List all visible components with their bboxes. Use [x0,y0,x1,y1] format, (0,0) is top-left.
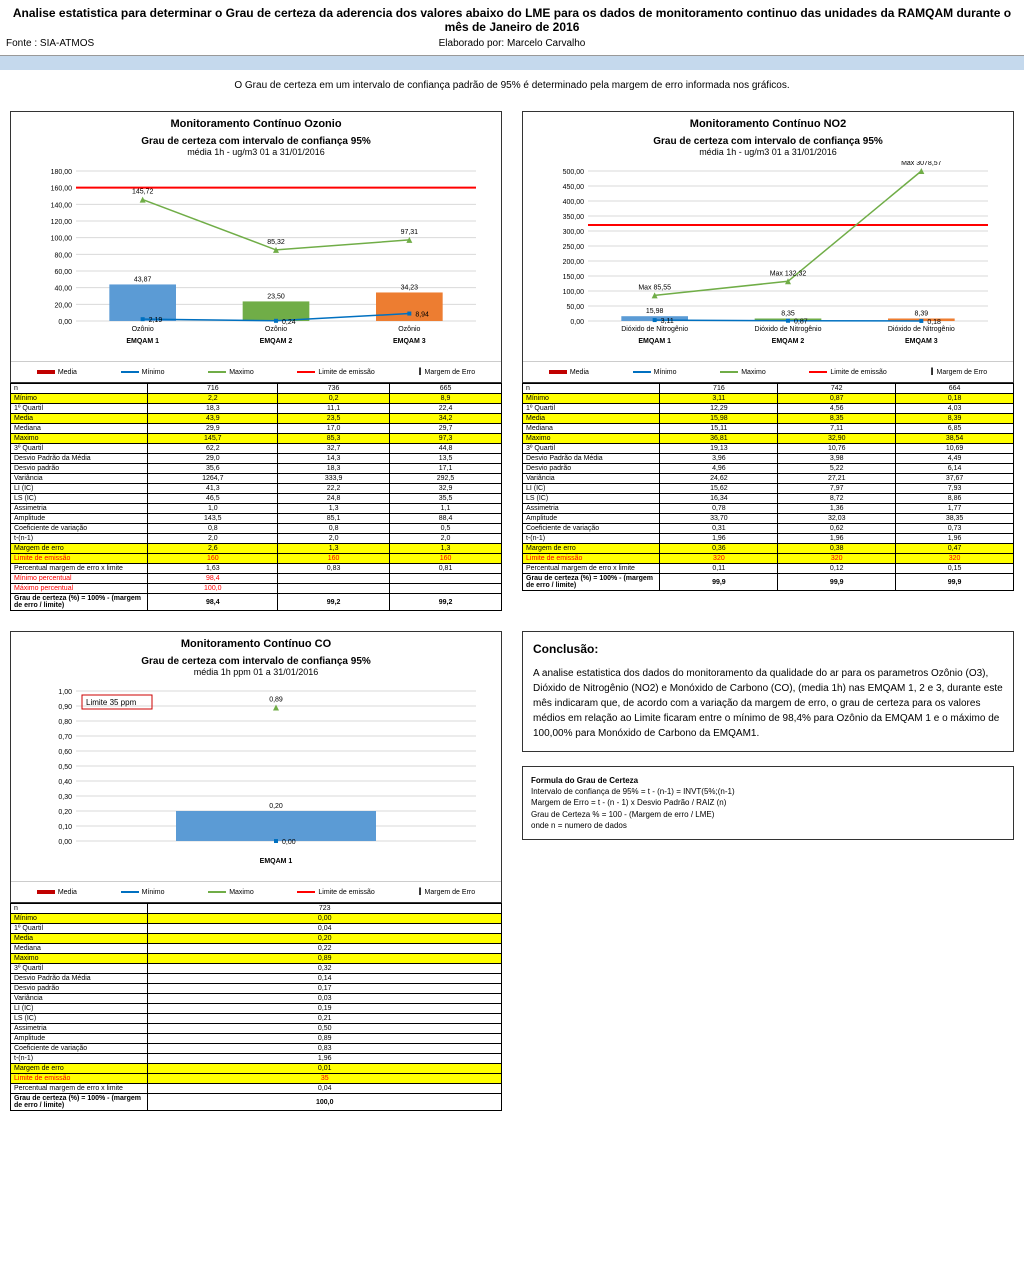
svg-text:0,00: 0,00 [58,839,72,846]
formula-box: Formula do Grau de Certeza Intervalo de … [522,766,1014,840]
conclusion-text: A analise estatistica dos dados do monit… [533,666,1003,741]
svg-text:97,31: 97,31 [401,229,419,236]
chart-title: Monitoramento Contínuo Ozonio [11,112,501,136]
svg-text:0,50: 0,50 [58,764,72,771]
svg-text:120,00: 120,00 [51,219,73,226]
svg-text:400,00: 400,00 [563,199,585,206]
chart-title: Monitoramento Contínuo CO [11,632,501,656]
blue-bar [0,56,1024,70]
svg-text:0,18: 0,18 [927,319,941,326]
chart-legend: Media Mínimo Maximo Limite de emissão I … [11,361,501,382]
panel-co: Monitoramento Contínuo CO Grau de certez… [10,631,502,1111]
svg-text:0,40: 0,40 [58,779,72,786]
chart-subtitle: Grau de certeza com intervalo de confian… [11,656,501,667]
svg-text:Dióxido de Nitrogênio: Dióxido de Nitrogênio [888,326,955,333]
svg-text:Max 3078,57: Max 3078,57 [901,161,942,167]
svg-text:Max 85,55: Max 85,55 [638,284,671,291]
chart-title: Monitoramento Contínuo NO2 [523,112,1013,136]
svg-text:350,00: 350,00 [563,214,585,221]
svg-text:EMQAM 1: EMQAM 1 [126,338,159,345]
stats-table: n716742664Mínimo3,110,870,181º Quartil12… [522,383,1014,591]
svg-text:EMQAM 3: EMQAM 3 [393,338,426,345]
svg-text:80,00: 80,00 [54,252,72,259]
svg-text:0,20: 0,20 [269,803,283,810]
svg-text:0,30: 0,30 [58,794,72,801]
svg-text:8,94: 8,94 [415,312,429,319]
header: Analise estatistica para determinar o Gr… [0,0,1024,56]
chart-legend: Media Mínimo Maximo Limite de emissão I … [523,361,1013,382]
svg-text:450,00: 450,00 [563,184,585,191]
chart-svg: 0,00 0,10 0,20 0,30 0,40 0,50 0,60 0,70 0,80 0,90… [26,681,486,881]
svg-text:100,00: 100,00 [51,236,73,243]
svg-text:250,00: 250,00 [563,244,585,251]
svg-text:Dióxido de Nitrogênio: Dióxido de Nitrogênio [621,326,688,333]
svg-text:200,00: 200,00 [563,259,585,266]
svg-text:Ozônio: Ozônio [265,326,287,333]
page-title: Analise estatistica para determinar o Gr… [6,6,1018,34]
svg-text:0,90: 0,90 [58,704,72,711]
svg-text:180,00: 180,00 [51,169,73,176]
svg-text:0,70: 0,70 [58,734,72,741]
svg-text:EMQAM 1: EMQAM 1 [638,338,671,345]
svg-text:0,20: 0,20 [58,809,72,816]
svg-text:60,00: 60,00 [54,269,72,276]
svg-text:0,89: 0,89 [269,697,283,704]
svg-text:40,00: 40,00 [54,286,72,293]
svg-text:Dióxido de Nitrogênio: Dióxido de Nitrogênio [755,326,822,333]
panel-conclusion: Conclusão: A analise estatistica dos dad… [522,631,1014,1111]
svg-text:85,32: 85,32 [267,239,285,246]
chart-meta: média 1h - ug/m3 01 a 31/01/2016 [523,147,1013,157]
stats-table: n723Mínimo0,001º Quartil0,04Media0,20Med… [10,903,502,1111]
chart-meta: média 1h ppm 01 a 31/01/2016 [11,667,501,677]
svg-text:15,98: 15,98 [646,308,664,315]
svg-text:50,00: 50,00 [566,304,584,311]
panel-o3: Monitoramento Contínuo Ozonio Grau de ce… [10,111,502,611]
chart-meta: média 1h - ug/m3 01 a 31/01/2016 [11,147,501,157]
chart-subtitle: Grau de certeza com intervalo de confian… [523,136,1013,147]
svg-text:43,87: 43,87 [134,276,152,283]
svg-text:0,87: 0,87 [794,319,808,326]
svg-text:Ozônio: Ozônio [398,326,420,333]
svg-text:0,10: 0,10 [58,824,72,831]
svg-text:500,00: 500,00 [563,169,585,176]
stats-table: n716736665Mínimo2,20,28,91º Quartil18,31… [10,383,502,611]
svg-text:0,80: 0,80 [58,719,72,726]
svg-text:140,00: 140,00 [51,202,73,209]
chart-svg: 0,00 20,00 40,00 60,00 80,00 100,00 120,00 140,… [26,161,486,361]
chart-subtitle: Grau de certeza com intervalo de confian… [11,136,501,147]
svg-text:0,60: 0,60 [58,749,72,756]
svg-text:300,00: 300,00 [563,229,585,236]
svg-text:Limite 35 ppm: Limite 35 ppm [86,698,137,707]
svg-text:Max 132,32: Max 132,32 [770,270,807,277]
svg-text:160,00: 160,00 [51,186,73,193]
svg-text:EMQAM 2: EMQAM 2 [772,338,805,345]
svg-text:8,35: 8,35 [781,310,795,317]
svg-text:0,00: 0,00 [282,839,296,846]
panel-grid: Monitoramento Contínuo Ozonio Grau de ce… [0,101,1024,1121]
conclusion-title: Conclusão: [533,642,1003,656]
chart-legend: Media Mínimo Maximo Limite de emissão I … [11,881,501,902]
svg-text:145,72: 145,72 [132,189,154,196]
svg-text:150,00: 150,00 [563,274,585,281]
svg-text:EMQAM 2: EMQAM 2 [260,338,293,345]
svg-text:23,50: 23,50 [267,293,285,300]
svg-text:3,11: 3,11 [661,318,674,325]
panel-no2: Monitoramento Contínuo NO2 Grau de certe… [522,111,1014,611]
svg-text:0,24: 0,24 [282,319,296,326]
svg-text:0,00: 0,00 [570,319,584,326]
svg-text:100,00: 100,00 [563,289,585,296]
svg-text:EMQAM 3: EMQAM 3 [905,338,938,345]
svg-text:1,00: 1,00 [58,689,72,696]
svg-text:EMQAM 1: EMQAM 1 [260,858,293,865]
source-label: Fonte : SIA-ATMOS [6,38,343,49]
svg-text:0,00: 0,00 [58,319,72,326]
svg-text:Ozônio: Ozônio [132,326,154,333]
chart-svg: 0,00 50,00 100,00 150,00 200,00 250,00 300,00 3… [538,161,998,361]
svg-text:8,39: 8,39 [915,310,929,317]
svg-text:20,00: 20,00 [54,302,72,309]
intro-text: O Grau de certeza em um intervalo de con… [0,70,1024,101]
svg-text:34,23: 34,23 [401,284,419,291]
svg-text:2,19: 2,19 [149,317,163,324]
author-label: Elaborado por: Marcelo Carvalho [343,38,680,49]
